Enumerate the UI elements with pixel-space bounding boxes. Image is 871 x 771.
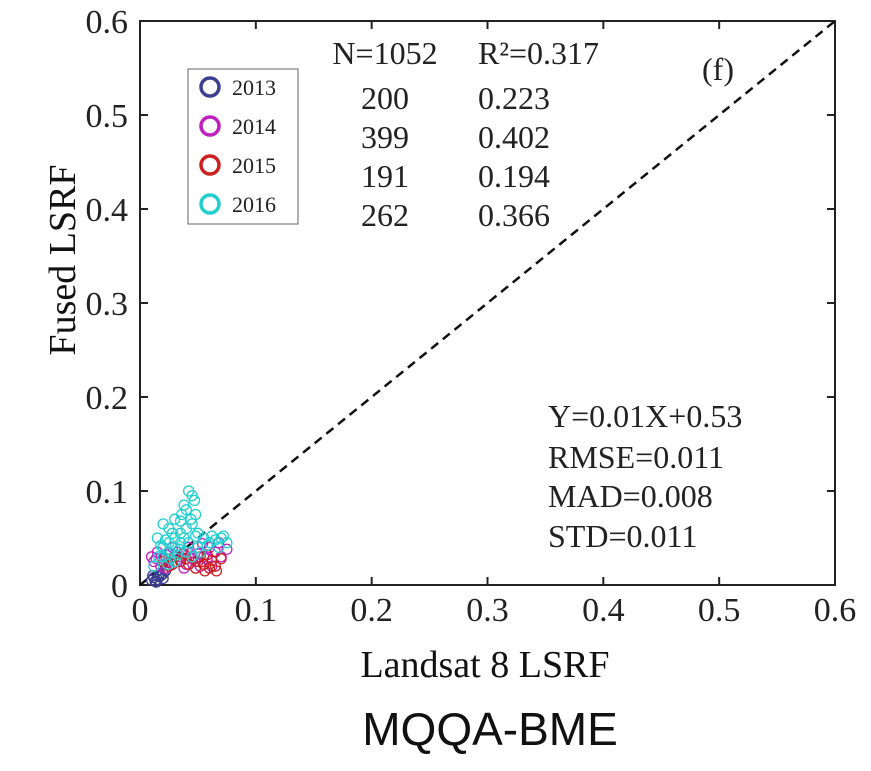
legend-marker-2015: [199, 154, 221, 176]
stats-r2-2015: 0.194: [478, 158, 550, 194]
fit-stats: Y=0.01X+0.53 RMSE=0.011 MAD=0.008 STD=0.…: [548, 398, 742, 554]
stats-r2-2014: 0.402: [478, 119, 550, 155]
point-2016: [152, 551, 165, 563]
stats-n-2013: 200: [361, 80, 409, 116]
legend-marker-2014: [199, 115, 221, 137]
point-2016: [162, 558, 174, 570]
chart-title: MQQA-BME: [362, 703, 618, 755]
y-tick-label: 0.3: [86, 286, 129, 323]
axis-ticks: [139, 20, 836, 586]
y-tick-label: 0.4: [86, 192, 129, 229]
x-tick-label: 0.2: [350, 592, 393, 629]
legend-label-2016: 2016: [232, 192, 276, 217]
point-2016: [176, 508, 188, 521]
point-2016: [213, 541, 225, 554]
point-2016: [166, 527, 179, 539]
point-2016: [173, 543, 186, 555]
point-2016: [182, 485, 195, 497]
point-2015: [182, 558, 195, 570]
legend-label-2014: 2014: [232, 114, 276, 139]
point-2016: [194, 546, 206, 558]
legend-marker-2013: [199, 76, 221, 98]
point-2016: [188, 494, 201, 507]
tick-labels: 00 0.1 0.1 0.2 0.2 0.3 0.3 0.4 0.4 0.5 0.5 0.6 0.6: [86, 4, 857, 629]
y-tick-label: 0: [111, 568, 128, 605]
point-2016: [217, 530, 230, 542]
point-2016: [159, 534, 172, 546]
point-2016: [174, 515, 187, 527]
std-value: STD=0.011: [548, 518, 697, 554]
x-tick-label: 0.4: [582, 592, 625, 629]
regression-equation: Y=0.01X+0.53: [548, 398, 742, 434]
stats-r2-2016: 0.366: [478, 197, 550, 233]
legend-items: 2013 2014 2015 2016: [199, 75, 276, 217]
point-2013: [154, 568, 166, 580]
stats-header-r2: R²=0.317: [478, 35, 599, 71]
y-axis-title: Fused LSRF: [42, 164, 84, 355]
point-2016: [169, 555, 181, 568]
stats-n-2016: 262: [361, 197, 409, 233]
stats-n-2015: 191: [361, 158, 409, 194]
point-2014: [221, 543, 233, 555]
point-2015: [166, 558, 179, 570]
point-2015: [210, 565, 223, 577]
point-2016: [182, 537, 195, 549]
legend: 2013 2014 2015 2016: [187, 68, 299, 225]
point-2015: [206, 554, 218, 567]
point-2016: [203, 537, 216, 549]
stats-header-n: N=1052: [332, 35, 437, 71]
legend-marker-2016: [199, 193, 221, 215]
stats-r2-2013: 0.223: [478, 80, 550, 116]
y-tick-label: 0.5: [86, 98, 129, 135]
point-2016: [189, 508, 202, 521]
panel-label: (f): [702, 51, 734, 87]
point-2016: [201, 539, 213, 552]
stats-table: N=1052 R²=0.317 200 0.223 399 0.402 191 …: [332, 35, 599, 233]
legend-label-2015: 2015: [232, 153, 276, 178]
x-tick-label: 0.6: [814, 592, 857, 629]
point-2016: [192, 527, 204, 539]
point-2015: [174, 555, 187, 568]
stats-n-2014: 399: [361, 119, 409, 155]
point-2016: [151, 532, 164, 544]
y-tick-label: 0.2: [86, 380, 129, 417]
point-2016: [206, 530, 218, 542]
x-tick-label: 0.5: [698, 592, 741, 629]
legend-label-2013: 2013: [232, 75, 276, 100]
y-tick-label: 0.6: [86, 4, 129, 41]
x-axis-title: Landsat 8 LSRF: [360, 644, 609, 686]
x-tick-label: 0: [132, 592, 149, 629]
scatter-points: [145, 485, 233, 588]
x-tick-label: 0.3: [466, 592, 509, 629]
point-2016: [148, 560, 160, 572]
point-2014: [150, 553, 162, 565]
point-2015: [199, 565, 211, 577]
x-tick-label: 0.1: [235, 592, 278, 629]
rmse-value: RMSE=0.011: [548, 439, 724, 475]
point-2016: [171, 549, 183, 561]
point-2016: [189, 530, 202, 542]
y-tick-label: 0.1: [86, 474, 129, 511]
mad-value: MAD=0.008: [548, 478, 713, 514]
point-2015: [209, 560, 221, 572]
